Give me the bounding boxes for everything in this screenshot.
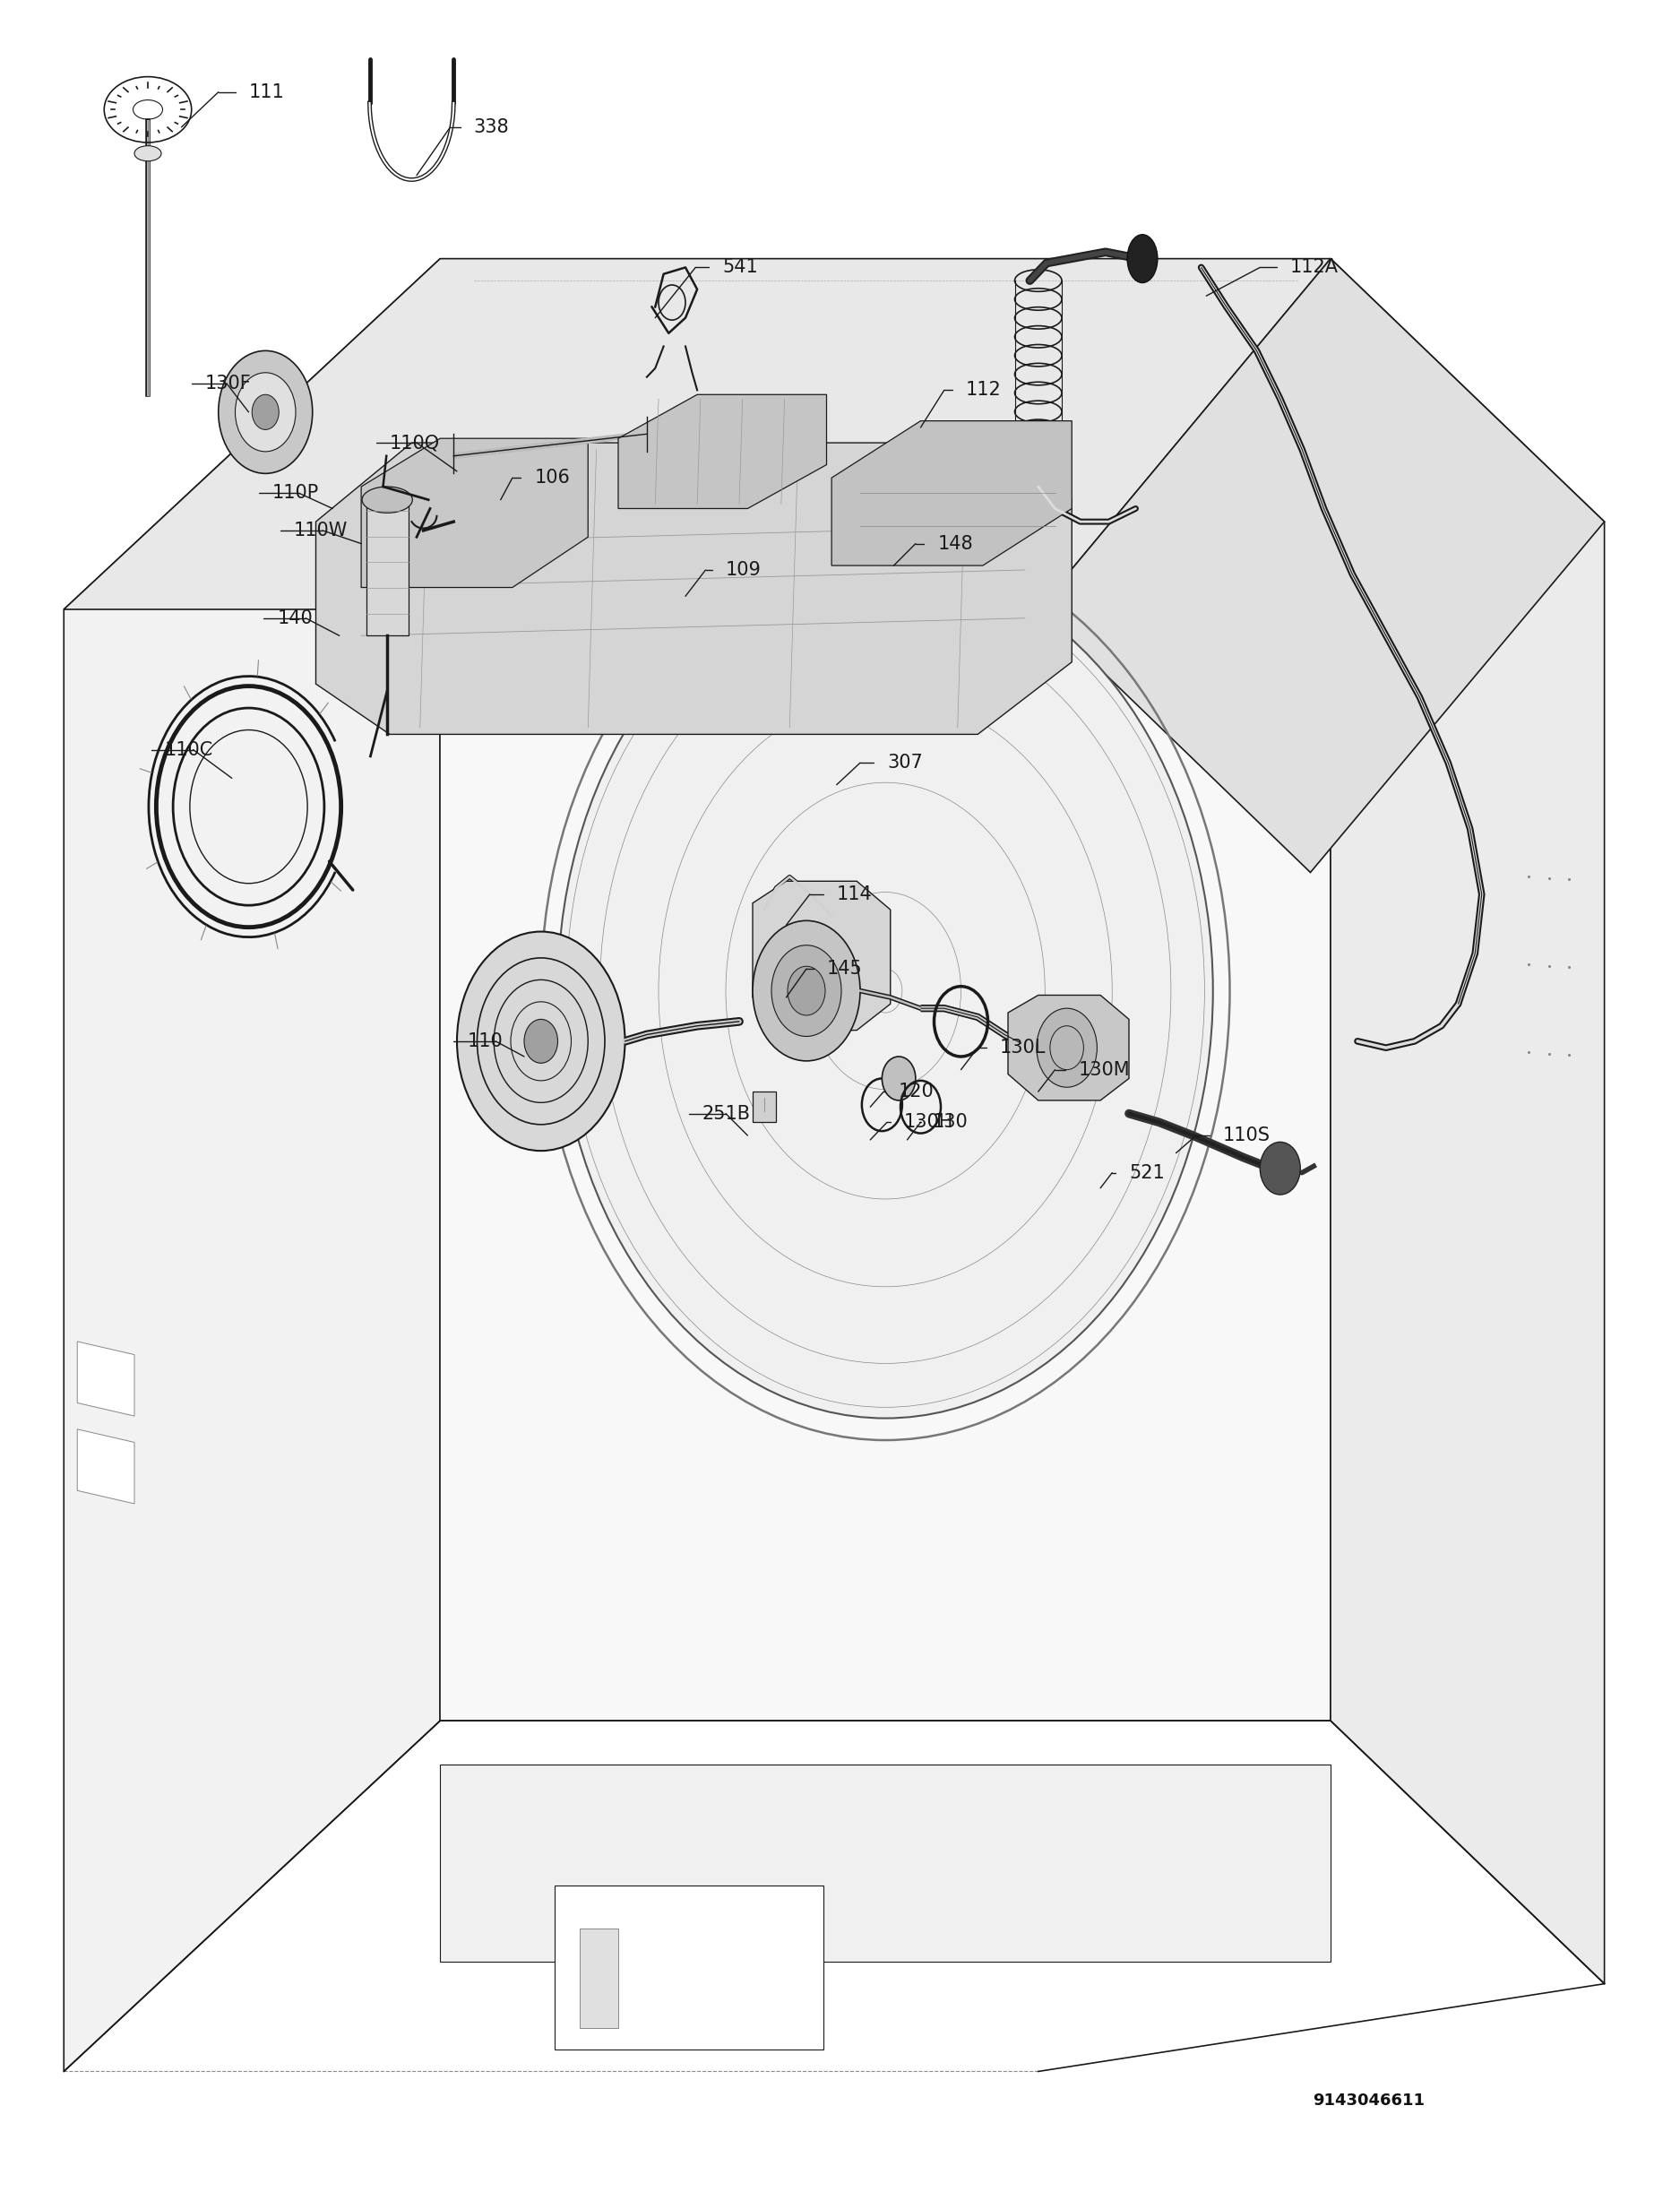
Text: 109: 109 (726, 561, 761, 579)
Text: 130M: 130M (1079, 1061, 1131, 1078)
Polygon shape (64, 259, 440, 2071)
Circle shape (882, 1057, 916, 1100)
Text: 307: 307 (887, 754, 922, 772)
Text: 110P: 110P (272, 484, 319, 502)
Circle shape (218, 351, 312, 473)
Polygon shape (77, 1342, 134, 1416)
Polygon shape (753, 1092, 776, 1122)
Polygon shape (361, 438, 588, 587)
Polygon shape (440, 1765, 1331, 1962)
Polygon shape (554, 1885, 823, 2050)
Text: 140: 140 (277, 609, 312, 627)
Text: 145: 145 (827, 960, 862, 978)
Circle shape (753, 921, 860, 1061)
Text: 110S: 110S (1223, 1127, 1270, 1144)
Text: 9143046611: 9143046611 (1312, 2093, 1425, 2109)
Text: 251B: 251B (702, 1105, 751, 1122)
Text: 521: 521 (1129, 1164, 1164, 1181)
Circle shape (524, 1019, 558, 1063)
Circle shape (1037, 1008, 1097, 1087)
Polygon shape (1038, 259, 1604, 872)
Circle shape (788, 967, 825, 1015)
Circle shape (771, 945, 842, 1037)
Text: 130L: 130L (1000, 1039, 1045, 1057)
Text: 114: 114 (837, 886, 872, 903)
Text: 130: 130 (932, 1114, 968, 1131)
Text: 541: 541 (722, 259, 758, 276)
Text: 130H: 130H (904, 1114, 954, 1131)
Circle shape (252, 395, 279, 430)
Ellipse shape (1127, 235, 1158, 283)
Text: 110: 110 (467, 1032, 502, 1050)
Text: 111: 111 (249, 83, 284, 101)
Text: 112: 112 (966, 381, 1001, 399)
Circle shape (457, 932, 625, 1151)
Ellipse shape (363, 487, 413, 513)
Polygon shape (366, 500, 408, 636)
Circle shape (558, 563, 1213, 1418)
Polygon shape (1331, 259, 1604, 1984)
Polygon shape (77, 1429, 134, 1504)
Text: 110C: 110C (165, 741, 213, 758)
Polygon shape (753, 881, 890, 1030)
Text: 338: 338 (474, 118, 509, 136)
Text: 130F: 130F (205, 375, 252, 392)
Circle shape (235, 373, 296, 452)
Text: 110Q: 110Q (390, 434, 440, 452)
Text: 120: 120 (899, 1083, 934, 1100)
Text: 110W: 110W (294, 522, 348, 539)
Text: 148: 148 (937, 535, 973, 552)
Polygon shape (316, 443, 1072, 734)
Circle shape (1260, 1142, 1300, 1195)
Polygon shape (440, 259, 1331, 1721)
Polygon shape (64, 259, 1331, 609)
Text: 112A: 112A (1290, 259, 1339, 276)
Polygon shape (1008, 995, 1129, 1100)
Text: 106: 106 (534, 469, 570, 487)
Polygon shape (618, 395, 827, 509)
Polygon shape (580, 1929, 618, 2028)
Ellipse shape (134, 145, 161, 162)
Polygon shape (832, 421, 1072, 566)
